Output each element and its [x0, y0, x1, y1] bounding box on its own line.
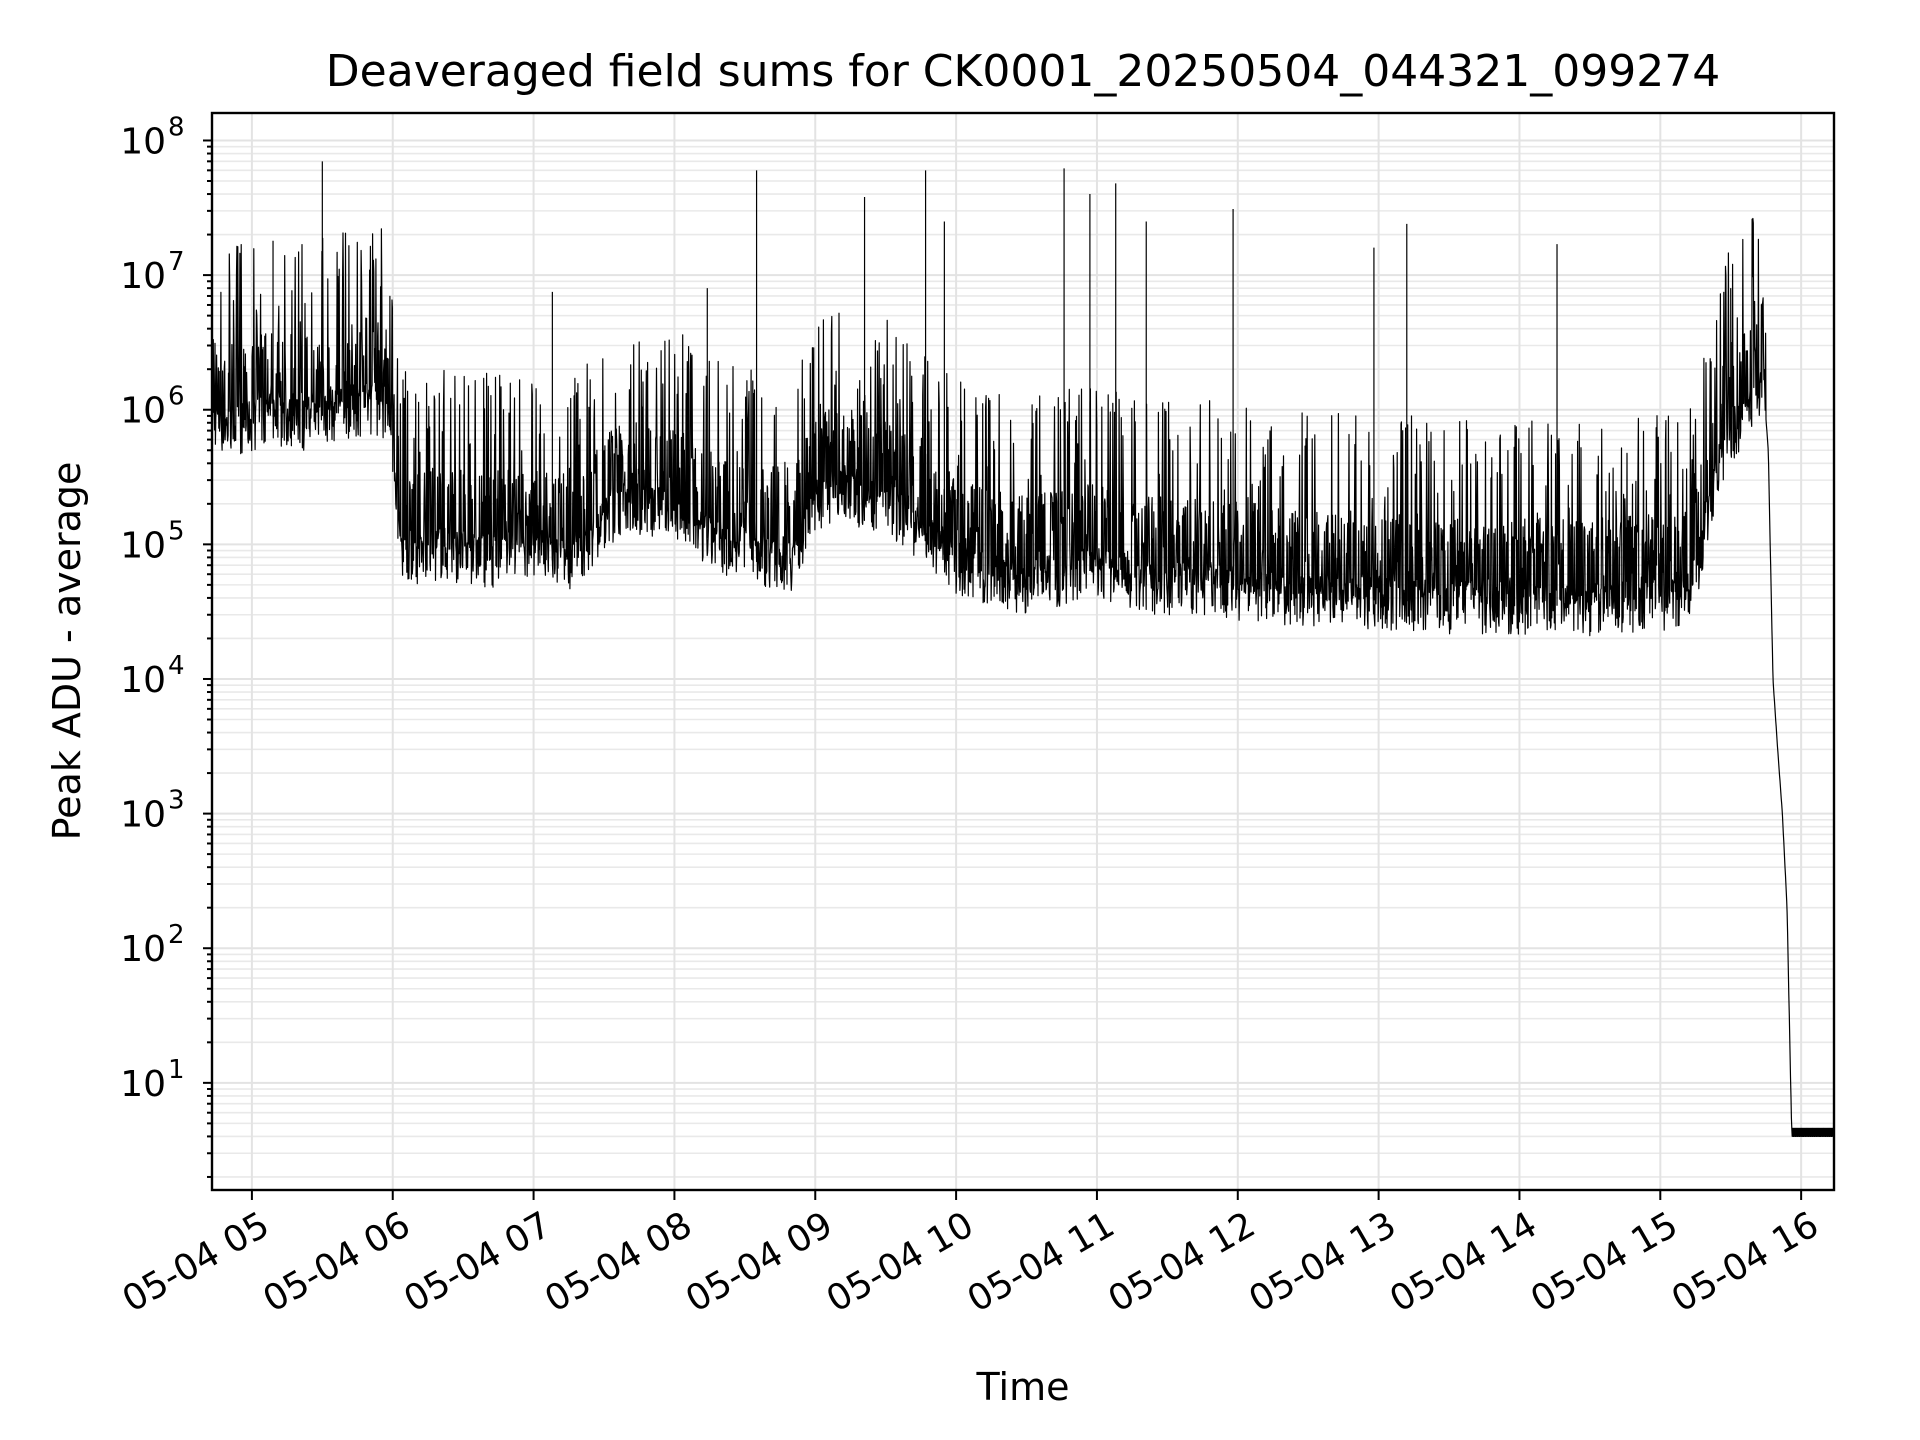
y-tick-label: 10: [120, 391, 166, 432]
y-tick-label-exponent: 7: [168, 247, 185, 277]
series-line: [211, 217, 1835, 1137]
y-tick-label-exponent: 2: [168, 920, 185, 950]
x-tick-label: 05-04 15: [1524, 1204, 1685, 1320]
y-tick-label-exponent: 3: [168, 786, 185, 816]
x-axis-label: Time: [976, 1365, 1070, 1409]
x-tick-label: 05-04 05: [116, 1204, 277, 1320]
x-tick-label: 05-04 10: [820, 1204, 981, 1320]
x-tick-label: 05-04 16: [1665, 1204, 1826, 1320]
series-layer: [211, 161, 1835, 1137]
x-tick-label: 05-04 08: [538, 1204, 699, 1320]
x-tick-label: 05-04 06: [257, 1204, 418, 1320]
y-tick-label: 10: [120, 256, 166, 297]
y-tick-label-exponent: 5: [168, 516, 185, 546]
y-tick-label: 10: [120, 929, 166, 970]
plot-frame: [210, 111, 1836, 1192]
x-tick-label: 05-04 07: [397, 1204, 558, 1320]
x-tick-label: 05-04 09: [679, 1204, 840, 1320]
x-tick-label: 05-04 11: [961, 1204, 1122, 1320]
spike-layer: [272, 161, 1732, 606]
chart-title: Deaveraged field sums for CK0001_2025050…: [326, 46, 1720, 97]
y-tick-label-exponent: 6: [168, 382, 185, 412]
x-tick-label: 05-04 12: [1102, 1204, 1263, 1320]
y-tick-label-exponent: 8: [168, 112, 185, 142]
x-tick-label: 05-04 14: [1383, 1204, 1544, 1320]
grid-layer: [212, 113, 1834, 1190]
y-tick-label: 10: [120, 795, 166, 836]
y-tick-label: 10: [120, 525, 166, 566]
y-tick-label: 10: [120, 660, 166, 701]
y-tick-label: 10: [120, 1064, 166, 1105]
y-axis-label: Peak ADU - average: [45, 462, 89, 841]
x-tick-label: 05-04 13: [1242, 1204, 1403, 1320]
y-tick-label-exponent: 1: [168, 1055, 185, 1085]
y-tick-label-exponent: 4: [168, 651, 185, 681]
y-tick-label: 10: [120, 121, 166, 162]
